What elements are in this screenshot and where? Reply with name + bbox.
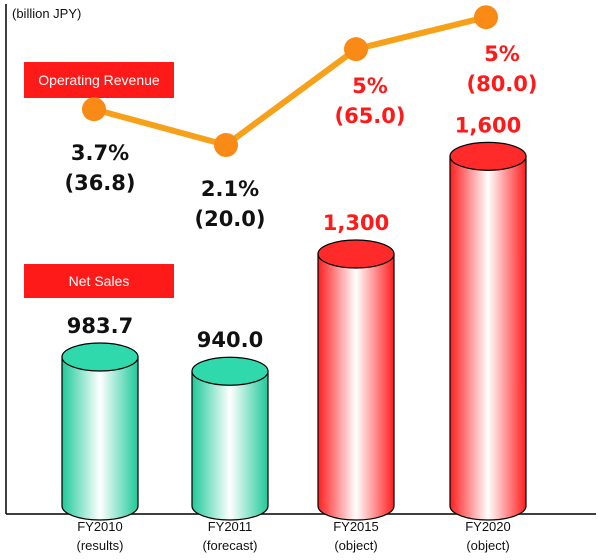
bar-fy2020	[449, 141, 527, 521]
operating-revenue-value-label: (20.0)	[194, 207, 265, 231]
bar-value-label: 1,600	[455, 113, 521, 137]
operating-revenue-point	[82, 97, 106, 122]
operating-revenue-label: Operating Revenue	[38, 72, 160, 88]
operating-revenue-value-label: (65.0)	[334, 104, 405, 128]
bar-value-label: 1,300	[323, 211, 389, 235]
bar-cap	[449, 141, 527, 171]
category-sub-label: (results)	[77, 538, 124, 553]
operating-revenue-point	[214, 133, 238, 157]
category-sub-label: (object)	[466, 538, 509, 553]
unit-label: (billion JPY)	[12, 6, 81, 21]
category-sub-label: (object)	[334, 538, 377, 553]
bar-fy2011	[191, 356, 269, 521]
bar-fy2010	[61, 342, 139, 521]
operating-revenue-badge	[24, 62, 174, 98]
operating-revenue-value-label: (80.0)	[466, 72, 537, 96]
net-sales-label: Net Sales	[69, 273, 130, 289]
operating-revenue-point	[344, 37, 368, 62]
category-label: FY2010	[77, 519, 123, 534]
bar-cap	[191, 356, 269, 386]
category-label: FY2020	[465, 519, 511, 534]
bar-fy2015	[317, 239, 395, 521]
category-sub-label: (forecast)	[203, 538, 258, 553]
bar-value-label: 940.0	[197, 328, 263, 352]
bar-value-label: 983.7	[67, 314, 133, 338]
operating-revenue-value-label: (36.8)	[64, 171, 135, 195]
operating-margin-label: 5%	[352, 74, 388, 98]
operating-revenue-line	[93, 14, 487, 148]
operating-margin-label: 3.7%	[71, 141, 129, 165]
operating-margin-label: 5%	[484, 42, 520, 66]
bar-cap	[317, 239, 395, 269]
operating-margin-label: 2.1%	[201, 177, 259, 201]
category-label: FY2015	[333, 519, 379, 534]
net-sales-badge	[24, 264, 174, 298]
bar-cap	[61, 342, 139, 372]
category-label: FY2011	[208, 519, 253, 534]
operating-revenue-point	[474, 5, 498, 30]
